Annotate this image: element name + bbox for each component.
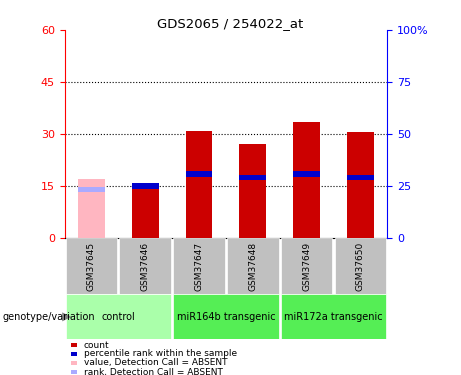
Polygon shape — [62, 312, 71, 321]
Bar — [293, 171, 320, 177]
Text: genotype/variation: genotype/variation — [2, 312, 95, 322]
Text: GDS2065 / 254022_at: GDS2065 / 254022_at — [157, 17, 304, 30]
Bar — [65, 238, 117, 294]
Bar — [173, 294, 278, 339]
Bar — [173, 238, 225, 294]
Bar — [239, 175, 266, 180]
Text: miR172a transgenic: miR172a transgenic — [284, 312, 383, 322]
Bar — [132, 183, 159, 189]
Text: GSM37645: GSM37645 — [87, 242, 96, 291]
Bar — [281, 294, 386, 339]
Bar — [281, 238, 332, 294]
Bar — [119, 238, 171, 294]
Text: GSM37647: GSM37647 — [195, 242, 203, 291]
Bar — [239, 144, 266, 238]
Text: GSM37646: GSM37646 — [141, 242, 150, 291]
Bar — [227, 238, 278, 294]
Text: percentile rank within the sample: percentile rank within the sample — [84, 350, 237, 358]
Text: GSM37648: GSM37648 — [248, 242, 257, 291]
Text: value, Detection Call = ABSENT: value, Detection Call = ABSENT — [84, 358, 227, 368]
Bar — [78, 179, 105, 238]
Text: GSM37649: GSM37649 — [302, 242, 311, 291]
Bar — [65, 294, 171, 339]
Text: control: control — [101, 312, 135, 322]
Bar — [78, 187, 105, 192]
Bar — [347, 132, 374, 238]
Text: count: count — [84, 340, 110, 350]
Bar — [185, 130, 213, 238]
Text: miR164b transgenic: miR164b transgenic — [177, 312, 275, 322]
Bar — [132, 183, 159, 238]
Text: GSM37650: GSM37650 — [356, 242, 365, 291]
Bar — [185, 171, 213, 177]
Bar — [347, 175, 374, 180]
Text: rank, Detection Call = ABSENT: rank, Detection Call = ABSENT — [84, 368, 223, 375]
Bar — [293, 122, 320, 238]
Bar — [335, 238, 386, 294]
